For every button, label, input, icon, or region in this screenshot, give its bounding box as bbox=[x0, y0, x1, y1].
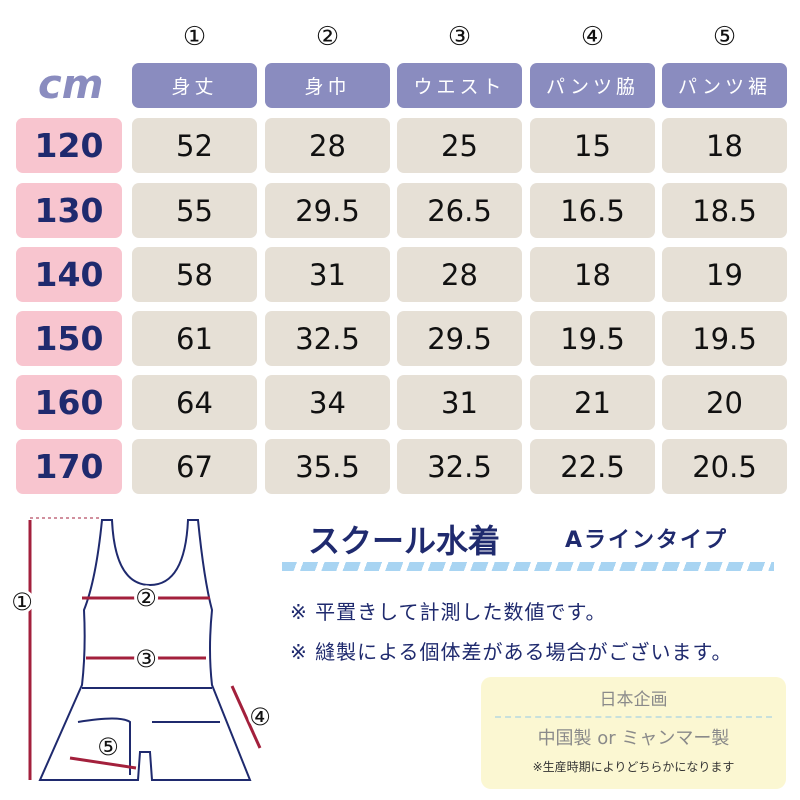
column-number: ⑤ bbox=[712, 22, 737, 52]
svg-text:④: ④ bbox=[249, 703, 271, 731]
table-cell: 20 bbox=[662, 375, 787, 430]
stripe-divider bbox=[282, 562, 774, 571]
table-cell: 29.5 bbox=[265, 183, 390, 238]
table-cell: 25 bbox=[397, 118, 522, 173]
column-number: ② bbox=[315, 22, 340, 52]
size-label: 150 bbox=[16, 311, 122, 366]
table-cell: 16.5 bbox=[530, 183, 655, 238]
column-number: ③ bbox=[447, 22, 472, 52]
svg-text:③: ③ bbox=[135, 645, 157, 673]
label-1: ① bbox=[11, 588, 33, 616]
size-label: 160 bbox=[16, 375, 122, 430]
origin-note: ※生産時期によりどちらかになります bbox=[532, 760, 735, 774]
table-cell: 32.5 bbox=[397, 439, 522, 494]
table-cell: 32.5 bbox=[265, 311, 390, 366]
note-2: ※ 縫製による個体差がある場合がございます。 bbox=[290, 640, 733, 664]
unit-label: cm bbox=[38, 62, 104, 108]
product-subtitle: Aラインタイプ bbox=[565, 528, 729, 553]
table-cell: 55 bbox=[132, 183, 257, 238]
table-cell: 18 bbox=[662, 118, 787, 173]
table-cell: 35.5 bbox=[265, 439, 390, 494]
table-cell: 31 bbox=[265, 247, 390, 302]
table-cell: 29.5 bbox=[397, 311, 522, 366]
swimsuit-outline bbox=[38, 519, 252, 781]
table-cell: 18.5 bbox=[662, 183, 787, 238]
table-cell: 28 bbox=[397, 247, 522, 302]
table-cell: 26.5 bbox=[397, 183, 522, 238]
column-header: ウエスト bbox=[397, 63, 522, 108]
origin-made: 中国製 or ミャンマー製 bbox=[537, 728, 730, 749]
size-label: 120 bbox=[16, 118, 122, 173]
table-cell: 58 bbox=[132, 247, 257, 302]
table-cell: 22.5 bbox=[530, 439, 655, 494]
column-number: ① bbox=[182, 22, 207, 52]
table-cell: 52 bbox=[132, 118, 257, 173]
swimsuit-diagram: ① ② ③ ④ ⑤ bbox=[8, 517, 274, 781]
table-cell: 34 bbox=[265, 375, 390, 430]
product-title: スクール水着 bbox=[308, 522, 501, 560]
column-header: パンツ脇 bbox=[530, 63, 655, 108]
size-label: 130 bbox=[16, 183, 122, 238]
origin-planning: 日本企画 bbox=[599, 690, 668, 710]
column-header: パンツ裾 bbox=[662, 63, 787, 108]
column-header: 身丈 bbox=[132, 63, 257, 108]
table-cell: 19 bbox=[662, 247, 787, 302]
table-cell: 67 bbox=[132, 439, 257, 494]
size-label: 170 bbox=[16, 439, 122, 494]
table-cell: 20.5 bbox=[662, 439, 787, 494]
column-header: 身巾 bbox=[265, 63, 390, 108]
size-label: 140 bbox=[16, 247, 122, 302]
table-cell: 61 bbox=[132, 311, 257, 366]
table-cell: 19.5 bbox=[662, 311, 787, 366]
svg-text:②: ② bbox=[135, 584, 157, 612]
column-number: ④ bbox=[580, 22, 605, 52]
table-cell: 28 bbox=[265, 118, 390, 173]
table-cell: 15 bbox=[530, 118, 655, 173]
table-cell: 19.5 bbox=[530, 311, 655, 366]
table-cell: 21 bbox=[530, 375, 655, 430]
note-1: ※ 平置きして計測した数値です。 bbox=[290, 600, 607, 624]
table-cell: 18 bbox=[530, 247, 655, 302]
table-cell: 64 bbox=[132, 375, 257, 430]
svg-text:⑤: ⑤ bbox=[97, 733, 119, 761]
origin-box: 日本企画 中国製 or ミャンマー製 ※生産時期によりどちらかになります bbox=[481, 677, 786, 789]
table-cell: 31 bbox=[397, 375, 522, 430]
